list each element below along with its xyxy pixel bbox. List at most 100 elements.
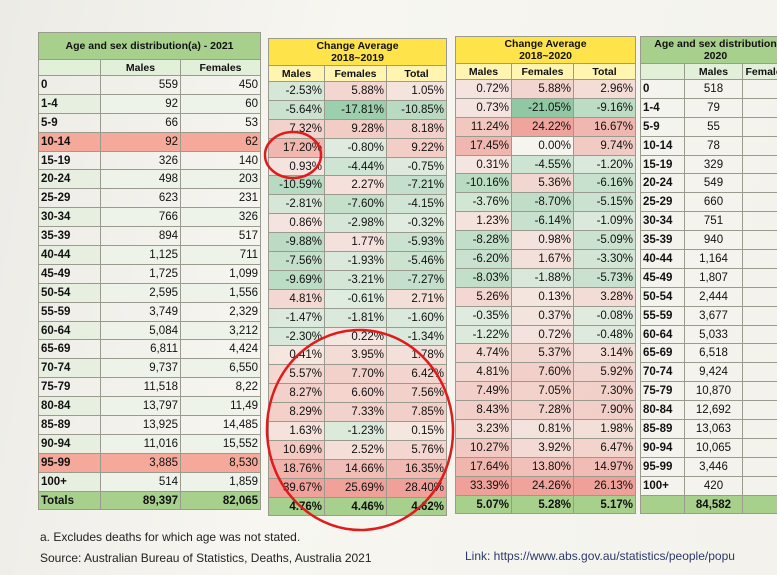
- table-row: 100+ 420: [640, 475, 777, 496]
- table-row: 85-89 13,925 14,485: [38, 415, 262, 435]
- change2-females-cell: -21.05%: [511, 97, 574, 118]
- age-group-cell: 45-49: [640, 267, 685, 288]
- age-group-cell: 10-14: [640, 135, 685, 156]
- table-row: 1-4 92 60: [38, 93, 262, 114]
- females-cell: [741, 230, 777, 251]
- males-cell: 559: [100, 75, 181, 95]
- change2-females-cell: -1.88%: [511, 267, 574, 288]
- age-group-cell: 85-89: [640, 419, 685, 439]
- change2-males-cell: -1.22%: [455, 324, 512, 345]
- table-row: 1-4 79: [640, 97, 777, 118]
- males-cell: 766: [100, 207, 181, 228]
- table-row: 30-34 766 326: [38, 207, 262, 228]
- change2-males-cell: 17.64%: [455, 456, 512, 477]
- footnote: a. Excludes deaths for which age was not…: [40, 530, 301, 544]
- totals-males: 84,582: [684, 494, 743, 515]
- table-row: 20-24 549: [640, 173, 777, 194]
- males-cell: 1,725: [100, 263, 181, 284]
- age-col-header: [38, 59, 101, 76]
- totals-row: 4.76% 4.46% 4.62%: [268, 496, 447, 517]
- change2-total-cell: -5.73%: [573, 267, 636, 288]
- change2-males-cell: 17.45%: [455, 135, 512, 156]
- change1-males-cell: 1.63%: [268, 421, 325, 441]
- males-cell: 3,446: [684, 456, 743, 477]
- age-group-cell: 50-54: [640, 286, 685, 307]
- males-cell: 9,424: [684, 362, 743, 383]
- females-cell: 3,212: [179, 320, 262, 341]
- females-cell: [741, 475, 777, 496]
- table-row: 4.81% -0.61% 2.71%: [268, 288, 447, 309]
- males-cell: 420: [684, 475, 743, 496]
- totals-row: Totals 89,397 82,065: [38, 490, 262, 511]
- age-group-cell: 20-24: [640, 173, 685, 194]
- males-cell: 12,692: [684, 400, 743, 421]
- change1-males-cell: -2.53%: [268, 81, 325, 101]
- table-row: 100+ 514 1,859: [38, 471, 262, 492]
- age-group-cell: 80-84: [640, 400, 685, 421]
- link-line: Link: https://www.abs.gov.au/statistics/…: [465, 549, 735, 563]
- age-group-cell: 10-14: [38, 131, 101, 152]
- change1-total-cell: -1.34%: [386, 326, 447, 347]
- table-row: -1.22% 0.72% -0.48%: [455, 324, 636, 345]
- table-row: -9.69% -3.21% -7.27%: [268, 269, 447, 290]
- change2-males-cell: 4.74%: [455, 343, 512, 364]
- table-row: 90-94 10,065: [640, 437, 777, 458]
- change2-males-cell: 0.73%: [455, 97, 512, 118]
- change2-females-cell: -8.70%: [511, 192, 574, 213]
- title-line-2: 2020: [703, 50, 728, 62]
- change2-females-cell: 5.88%: [511, 79, 574, 99]
- change1-total-cell: -10.85%: [386, 99, 447, 120]
- table-row: 40-44 1,125 711: [38, 245, 262, 265]
- females-cell: 62: [179, 131, 262, 152]
- table-row: 65-69 6,811 4,424: [38, 339, 262, 360]
- totals-label: Totals: [38, 490, 101, 511]
- change1-total-cell: 28.40%: [386, 477, 447, 498]
- females-cell: [741, 286, 777, 307]
- change2-total-cell: 3.14%: [573, 343, 636, 364]
- age-group-cell: 85-89: [38, 415, 101, 435]
- males-cell: 623: [100, 188, 181, 209]
- age-group-cell: 100+: [38, 471, 101, 492]
- females-cell: 517: [179, 226, 262, 247]
- totals-label: [640, 494, 685, 515]
- males-cell: 66: [100, 112, 181, 133]
- females-cell: 711: [179, 245, 262, 265]
- change2-males-cell: -10.16%: [455, 173, 512, 194]
- change2-total-cell: 9.74%: [573, 135, 636, 156]
- header-title-row: Change Average 2018~2019: [268, 38, 447, 66]
- table-row: 25-29 660: [640, 192, 777, 213]
- table-row: 10-14 78: [640, 135, 777, 156]
- change2-females-cell: 5.36%: [511, 173, 574, 194]
- title-line-1: Change Average: [504, 38, 587, 50]
- change1-females-cell: -2.98%: [324, 213, 387, 234]
- males-cell: 940: [684, 230, 743, 251]
- table-row: 45-49 1,807: [640, 267, 777, 288]
- table-row: -3.76% -8.70% -5.15%: [455, 192, 636, 213]
- change1-total-cell: 7.56%: [386, 383, 447, 404]
- change2-total-cell: 16.67%: [573, 116, 636, 137]
- change1-males-cell: 0.93%: [268, 156, 325, 177]
- females-cell: 203: [179, 169, 262, 190]
- males-cell: 2,444: [684, 286, 743, 307]
- age-group-cell: 70-74: [38, 358, 101, 379]
- change2-females-cell: 7.60%: [511, 362, 574, 383]
- table-row: 33.39% 24.26% 26.13%: [455, 475, 636, 496]
- age-group-cell: 90-94: [38, 433, 101, 454]
- change1-total-cell: 7.85%: [386, 402, 447, 423]
- males-cell: 55: [684, 116, 743, 137]
- header-columns-row: Males Females Total: [268, 65, 447, 82]
- age-group-cell: 5-9: [640, 116, 685, 137]
- change1-females-cell: -1.81%: [324, 307, 387, 328]
- totals-total: 5.17%: [573, 494, 636, 515]
- age-group-cell: 35-39: [38, 226, 101, 247]
- table-title: Change Average 2018~2020: [455, 36, 636, 64]
- change2-females-cell: 0.37%: [511, 305, 574, 326]
- change1-males-cell: 0.41%: [268, 345, 325, 366]
- change1-females-cell: 3.95%: [324, 345, 387, 366]
- males-cell: 894: [100, 226, 181, 247]
- table-row: 70-74 9,424: [640, 362, 777, 383]
- females-cell: 53: [179, 112, 262, 133]
- change1-males-cell: 10.69%: [268, 439, 325, 460]
- change2-females-cell: 0.81%: [511, 419, 574, 439]
- title-line-1: Age and sex distribution: [654, 38, 777, 50]
